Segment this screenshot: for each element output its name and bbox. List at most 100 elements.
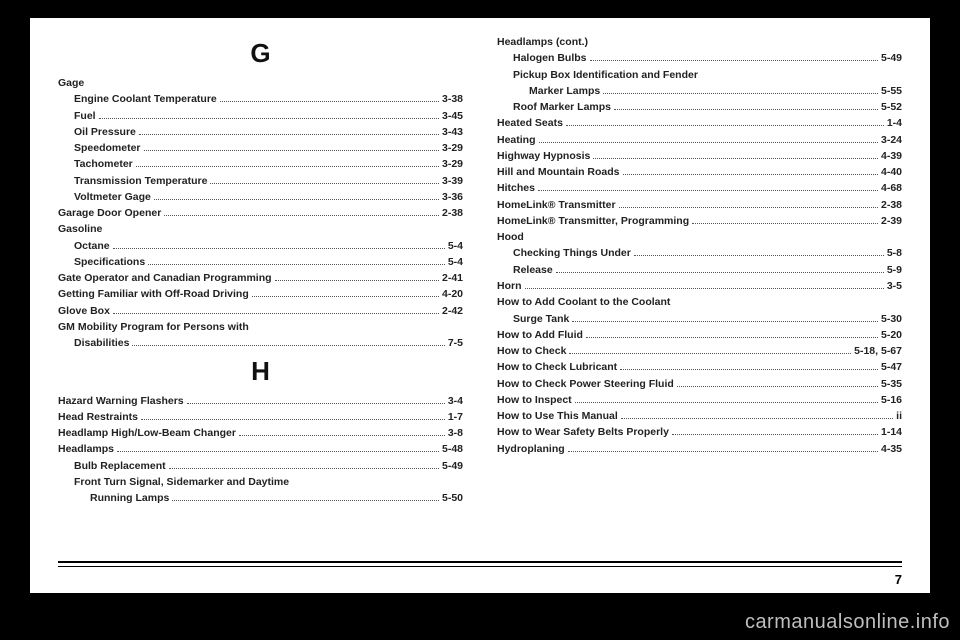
- entry-page: 5-16: [881, 392, 902, 408]
- entry-page: 5-55: [881, 83, 902, 99]
- entry-label: Release: [513, 262, 553, 278]
- entry-page: 2-42: [442, 303, 463, 319]
- index-entry: Marker Lamps5-55: [497, 83, 902, 99]
- entry-label: Surge Tank: [513, 311, 569, 327]
- watermark: carmanualsonline.info: [745, 611, 950, 634]
- entry-page: 3-5: [887, 278, 902, 294]
- leader-dots: [210, 183, 439, 184]
- leader-dots: [623, 174, 878, 175]
- entry-label: Fuel: [74, 108, 96, 124]
- leader-dots: [593, 158, 878, 159]
- entry-label: Oil Pressure: [74, 124, 136, 140]
- leader-dots: [569, 353, 851, 354]
- entry-label: Gate Operator and Canadian Programming: [58, 270, 272, 286]
- index-entry: Highway Hypnosis4-39: [497, 148, 902, 164]
- entry-label: Pickup Box Identification and Fender: [513, 67, 698, 83]
- entry-page: 3-4: [448, 393, 463, 409]
- index-entry: Checking Things Under5-8: [497, 245, 902, 261]
- section-letter: H: [58, 356, 463, 387]
- index-entry: Speedometer 3-29: [58, 140, 463, 156]
- leader-dots: [603, 93, 878, 94]
- entry-label: Tachometer: [74, 156, 133, 172]
- leader-dots: [239, 435, 445, 436]
- leader-dots: [132, 345, 444, 346]
- index-entry: Headlamps (cont.): [497, 34, 902, 50]
- index-entry: HomeLink® Transmitter2-38: [497, 197, 902, 213]
- page-number: 7: [895, 572, 902, 587]
- leader-dots: [113, 313, 439, 314]
- index-entry: How to Add Fluid5-20: [497, 327, 902, 343]
- leader-dots: [575, 402, 878, 403]
- leader-dots: [148, 264, 445, 265]
- entry-label: Getting Familiar with Off-Road Driving: [58, 286, 249, 302]
- index-entry: Glove Box 2-42: [58, 303, 463, 319]
- entry-page: 5-4: [448, 254, 463, 270]
- leader-dots: [572, 321, 878, 322]
- entry-page: 5-49: [442, 458, 463, 474]
- entry-label: Engine Coolant Temperature: [74, 91, 217, 107]
- entry-page: 3-39: [442, 173, 463, 189]
- leader-dots: [141, 419, 445, 420]
- entry-label: Speedometer: [74, 140, 141, 156]
- leader-dots: [672, 434, 878, 435]
- entry-label: How to Wear Safety Belts Properly: [497, 424, 669, 440]
- index-entry: Oil Pressure 3-43: [58, 124, 463, 140]
- index-entry: Hitches4-68: [497, 180, 902, 196]
- index-entry: GM Mobility Program for Persons with: [58, 319, 463, 335]
- entry-label: Hydroplaning: [497, 441, 565, 457]
- entry-page: 3-8: [448, 425, 463, 441]
- entry-label: Bulb Replacement: [74, 458, 166, 474]
- index-entry: How to Check5-18, 5-67: [497, 343, 902, 359]
- index-entry: How to Wear Safety Belts Properly1-14: [497, 424, 902, 440]
- entry-label: How to Add Coolant to the Coolant: [497, 294, 670, 310]
- index-entry: Voltmeter Gage3-36: [58, 189, 463, 205]
- entry-page: 3-38: [442, 91, 463, 107]
- entry-page: 5-9: [887, 262, 902, 278]
- leader-dots: [621, 418, 893, 419]
- entry-page: 5-18, 5-67: [854, 343, 902, 359]
- entry-page: 3-43: [442, 124, 463, 140]
- entry-label: Headlamp High/Low-Beam Changer: [58, 425, 236, 441]
- leader-dots: [525, 288, 884, 289]
- entry-label: Headlamps: [58, 441, 114, 457]
- entry-page: 7-5: [448, 335, 463, 351]
- entry-label: Octane: [74, 238, 110, 254]
- left-column: GGageEngine Coolant Temperature3-38Fuel3…: [58, 34, 463, 554]
- entry-page: 5-52: [881, 99, 902, 115]
- leader-dots: [556, 272, 884, 273]
- index-entry: Hazard Warning Flashers3-4: [58, 393, 463, 409]
- leader-dots: [154, 199, 439, 200]
- index-entry: Heated Seats1-4: [497, 115, 902, 131]
- index-entry: Headlamps 5-48: [58, 441, 463, 457]
- index-entry: Fuel3-45: [58, 108, 463, 124]
- leader-dots: [614, 109, 878, 110]
- entry-page: 5-8: [887, 245, 902, 261]
- entry-page: ii: [896, 408, 902, 424]
- index-entry: Hood: [497, 229, 902, 245]
- entry-label: Hitches: [497, 180, 535, 196]
- entry-page: 5-48: [442, 441, 463, 457]
- index-entry: Gate Operator and Canadian Programming2-…: [58, 270, 463, 286]
- index-entry: Specifications5-4: [58, 254, 463, 270]
- entry-label: Highway Hypnosis: [497, 148, 590, 164]
- entry-page: 4-35: [881, 441, 902, 457]
- index-entry: Pickup Box Identification and Fender: [497, 67, 902, 83]
- entry-label: Roof Marker Lamps: [513, 99, 611, 115]
- entry-label: Glove Box: [58, 303, 110, 319]
- entry-label: Disabilities: [74, 335, 129, 351]
- entry-page: 3-36: [442, 189, 463, 205]
- index-entry: Heating3-24: [497, 132, 902, 148]
- index-entry: Gasoline: [58, 221, 463, 237]
- leader-dots: [169, 468, 439, 469]
- index-entry: Gage: [58, 75, 463, 91]
- entry-page: 5-20: [881, 327, 902, 343]
- leader-dots: [677, 386, 878, 387]
- entry-page: 5-49: [881, 50, 902, 66]
- leader-dots: [220, 101, 439, 102]
- index-entry: Running Lamps5-50: [58, 490, 463, 506]
- entry-page: 3-29: [442, 156, 463, 172]
- leader-dots: [568, 451, 878, 452]
- leader-dots: [590, 60, 878, 61]
- entry-page: 4-40: [881, 164, 902, 180]
- entry-page: 3-29: [442, 140, 463, 156]
